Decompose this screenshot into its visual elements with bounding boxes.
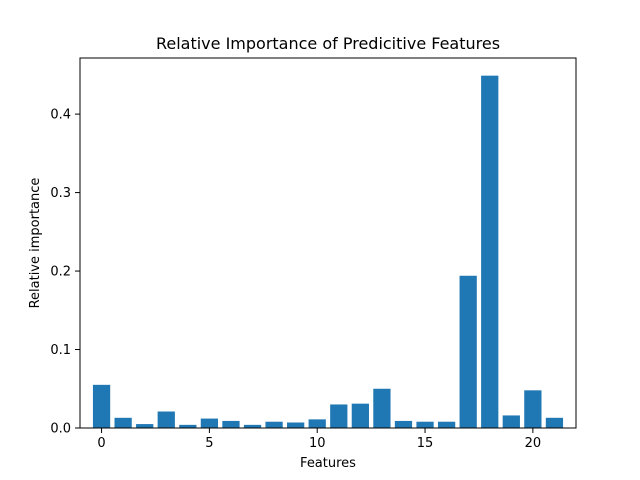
y-tick-label: 0.1 — [50, 343, 71, 358]
bar-feature-11 — [330, 404, 348, 428]
x-tick-label: 20 — [525, 436, 542, 451]
y-tick-label: 0.4 — [50, 108, 71, 123]
bar-feature-14 — [394, 420, 413, 428]
plot-frame — [79, 57, 577, 429]
bars-group — [92, 75, 564, 428]
x-tick-label: 5 — [205, 436, 213, 451]
bar-feature-5 — [200, 418, 219, 428]
bar-feature-2 — [136, 424, 154, 428]
y-tick-label: 0.2 — [50, 265, 71, 280]
x-axis-label: Features — [300, 456, 356, 471]
bar-feature-13 — [373, 388, 391, 428]
bar-feature-3 — [157, 411, 175, 428]
bar-feature-8 — [265, 421, 283, 428]
bar-feature-19 — [502, 415, 520, 428]
y-axis-ticks: 0.0 0.1 0.2 0.3 0.4 — [50, 108, 80, 437]
y-tick-label: 0.0 — [50, 422, 71, 437]
chart-title: Relative Importance of Predicitive Featu… — [156, 34, 500, 53]
bar-feature-18 — [481, 75, 499, 428]
bar-feature-0 — [92, 384, 111, 428]
x-tick-label: 0 — [97, 436, 105, 451]
bar-feature-6 — [222, 420, 240, 428]
bar-feature-10 — [308, 419, 326, 428]
bar-feature-21 — [545, 417, 564, 428]
bar-feature-12 — [351, 403, 369, 428]
bar-feature-4 — [179, 424, 197, 428]
bar-feature-15 — [416, 421, 434, 428]
x-tick-label: 10 — [309, 436, 326, 451]
y-tick-label: 0.3 — [50, 186, 71, 201]
bar-feature-17 — [459, 275, 477, 428]
bar-feature-16 — [437, 421, 456, 428]
bar-feature-7 — [243, 424, 262, 428]
x-axis-ticks: 0 5 10 15 20 — [97, 428, 541, 451]
x-tick-label: 15 — [417, 436, 434, 451]
y-axis-label: Relative importance — [28, 178, 43, 309]
bar-feature-9 — [287, 422, 305, 428]
bar-feature-20 — [524, 390, 542, 428]
bar-feature-1 — [114, 417, 132, 428]
